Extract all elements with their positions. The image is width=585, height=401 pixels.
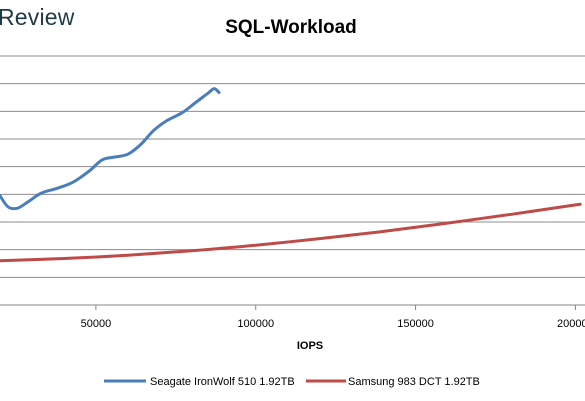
chart-title: SQL-Workload <box>225 17 357 38</box>
x-axis: 50000 100000 150000 200000 <box>81 305 585 330</box>
x-tick-label: 200000 <box>557 318 585 330</box>
legend-label-1: Seagate IronWolf 510 1.92TB <box>150 376 295 388</box>
legend-label-2: Samsung 983 DCT 1.92TB <box>348 376 480 388</box>
series-lines <box>0 87 582 263</box>
brand-logo-text: Review <box>0 4 75 30</box>
series-line-2 <box>0 202 582 263</box>
gridlines <box>0 55 585 306</box>
x-tick-label: 150000 <box>397 318 434 330</box>
legend: Seagate IronWolf 510 1.92TB Samsung 983 D… <box>104 376 480 388</box>
series-line-1 <box>0 87 221 211</box>
x-axis-title: IOPS <box>297 340 323 352</box>
x-tick-label: 100000 <box>237 318 274 330</box>
x-tick-label: 50000 <box>81 318 112 330</box>
